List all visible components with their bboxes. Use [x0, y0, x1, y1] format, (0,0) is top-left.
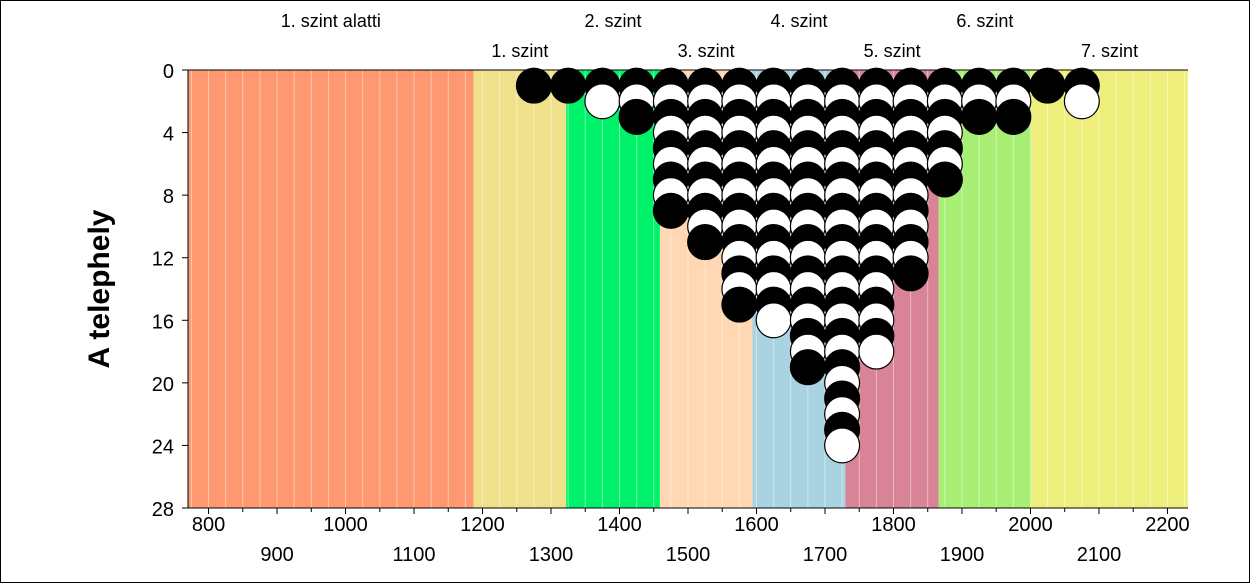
band-label: 2. szint — [584, 11, 641, 31]
data-point — [789, 349, 826, 386]
x-tick-label: 2100 — [1077, 544, 1122, 566]
band-label: 1. szint alatti — [281, 11, 381, 31]
band-label: 3. szint — [678, 41, 735, 61]
x-tick-label: 1300 — [529, 544, 574, 566]
x-tick-label: 1600 — [734, 514, 779, 536]
band-1 — [188, 70, 474, 508]
band-2 — [473, 70, 567, 508]
band-label: 6. szint — [956, 11, 1013, 31]
y-tick-label: 4 — [163, 124, 174, 146]
data-point — [892, 255, 929, 292]
x-tick-label: 1000 — [323, 514, 368, 536]
data-point — [755, 302, 792, 339]
x-tick-label: 1400 — [597, 514, 642, 536]
data-point — [995, 98, 1032, 135]
x-tick-label: 1700 — [803, 544, 848, 566]
band-8 — [1031, 70, 1188, 508]
x-tick-label: 1800 — [871, 514, 916, 536]
data-point — [652, 192, 689, 229]
y-tick-label: 12 — [152, 249, 174, 271]
y-tick-label: 8 — [163, 186, 174, 208]
band-3 — [566, 70, 660, 508]
x-tick-label: 2200 — [1145, 514, 1190, 536]
data-point — [515, 67, 552, 104]
x-tick-label: 2000 — [1008, 514, 1053, 536]
x-tick-label: 900 — [260, 544, 293, 566]
band-label: 1. szint — [491, 41, 548, 61]
x-tick-label: 1200 — [460, 514, 505, 536]
data-point — [926, 161, 963, 198]
data-point — [618, 98, 655, 135]
data-point — [961, 98, 998, 135]
x-tick-label: 1900 — [940, 544, 985, 566]
data-point — [721, 286, 758, 323]
band-label: 4. szint — [770, 11, 827, 31]
x-tick-label: 1500 — [666, 544, 711, 566]
data-point — [550, 67, 587, 104]
data-point — [824, 427, 861, 464]
y-axis-label: A telephely — [83, 209, 116, 368]
band-label: 5. szint — [864, 41, 921, 61]
x-tick-label: 1100 — [393, 544, 436, 566]
data-point — [584, 83, 621, 120]
data-point — [1063, 83, 1100, 120]
data-point — [858, 333, 895, 370]
y-tick-label: 28 — [152, 499, 174, 521]
y-tick-label: 0 — [163, 61, 174, 83]
y-tick-label: 20 — [152, 374, 174, 396]
y-tick-label: 16 — [152, 311, 174, 333]
x-tick-label: 800 — [192, 514, 225, 536]
band-label: 7. szint — [1081, 41, 1138, 61]
y-tick-label: 24 — [152, 436, 174, 458]
data-point — [687, 224, 724, 261]
data-point — [1029, 67, 1066, 104]
